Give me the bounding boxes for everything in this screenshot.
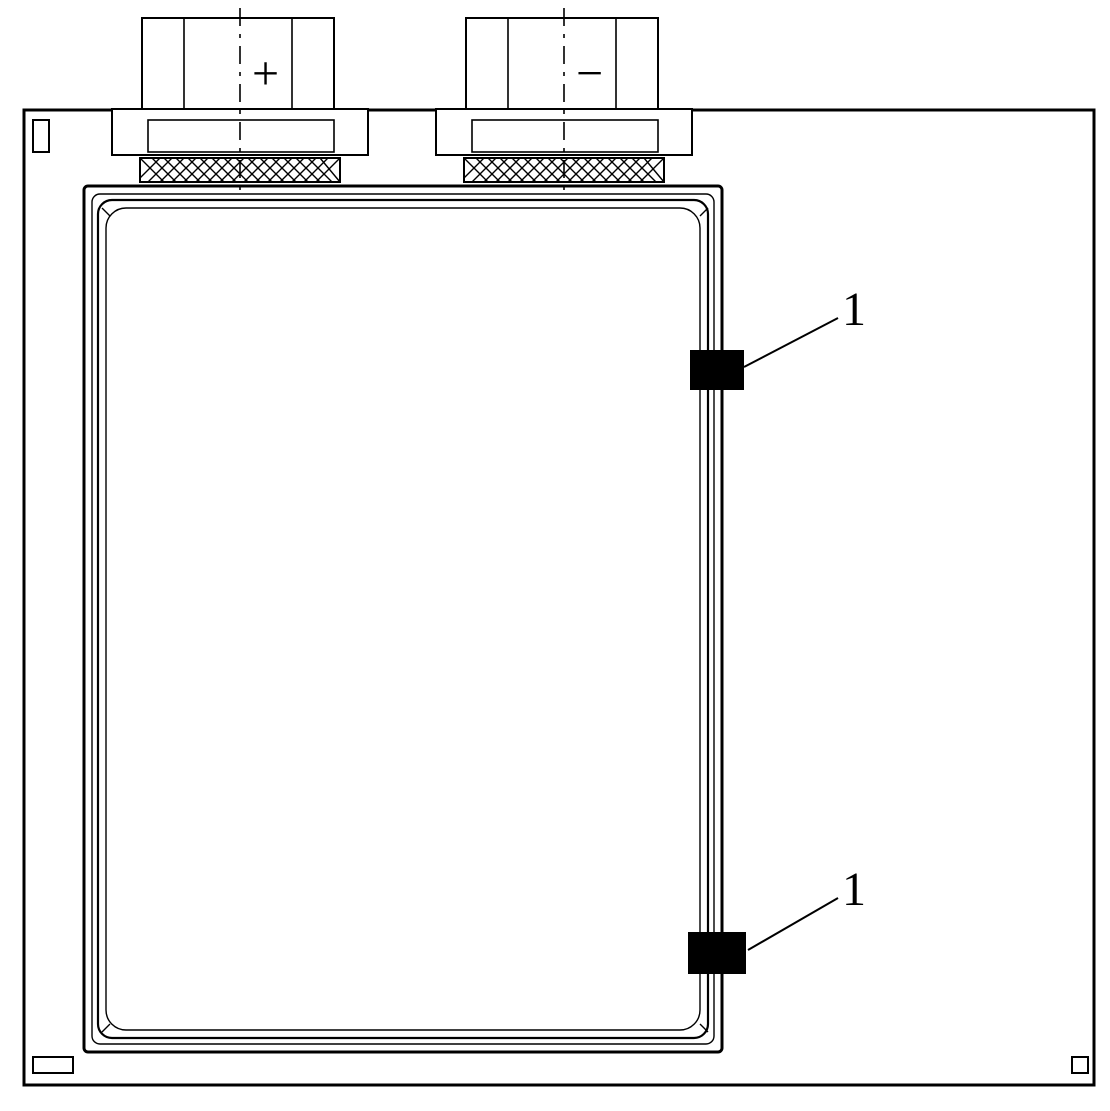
corner-tab-bl (33, 1057, 73, 1073)
outer-frame (24, 110, 1094, 1085)
terminal-negative (436, 8, 692, 190)
terminal-positive-label: + (252, 46, 279, 101)
callout-1-bottom (688, 898, 838, 974)
diagram-svg (0, 0, 1110, 1111)
inner-panel (84, 186, 722, 1052)
diagram-canvas: + − 1 1 (0, 0, 1110, 1111)
corner-tab-tl (33, 120, 49, 152)
callout-label-bottom: 1 (842, 862, 866, 917)
terminal-positive (112, 8, 368, 190)
callout-1-top (690, 318, 838, 390)
terminal-negative-label: − (576, 46, 603, 101)
corner-tab-br (1072, 1057, 1088, 1073)
callout-label-top: 1 (842, 282, 866, 337)
